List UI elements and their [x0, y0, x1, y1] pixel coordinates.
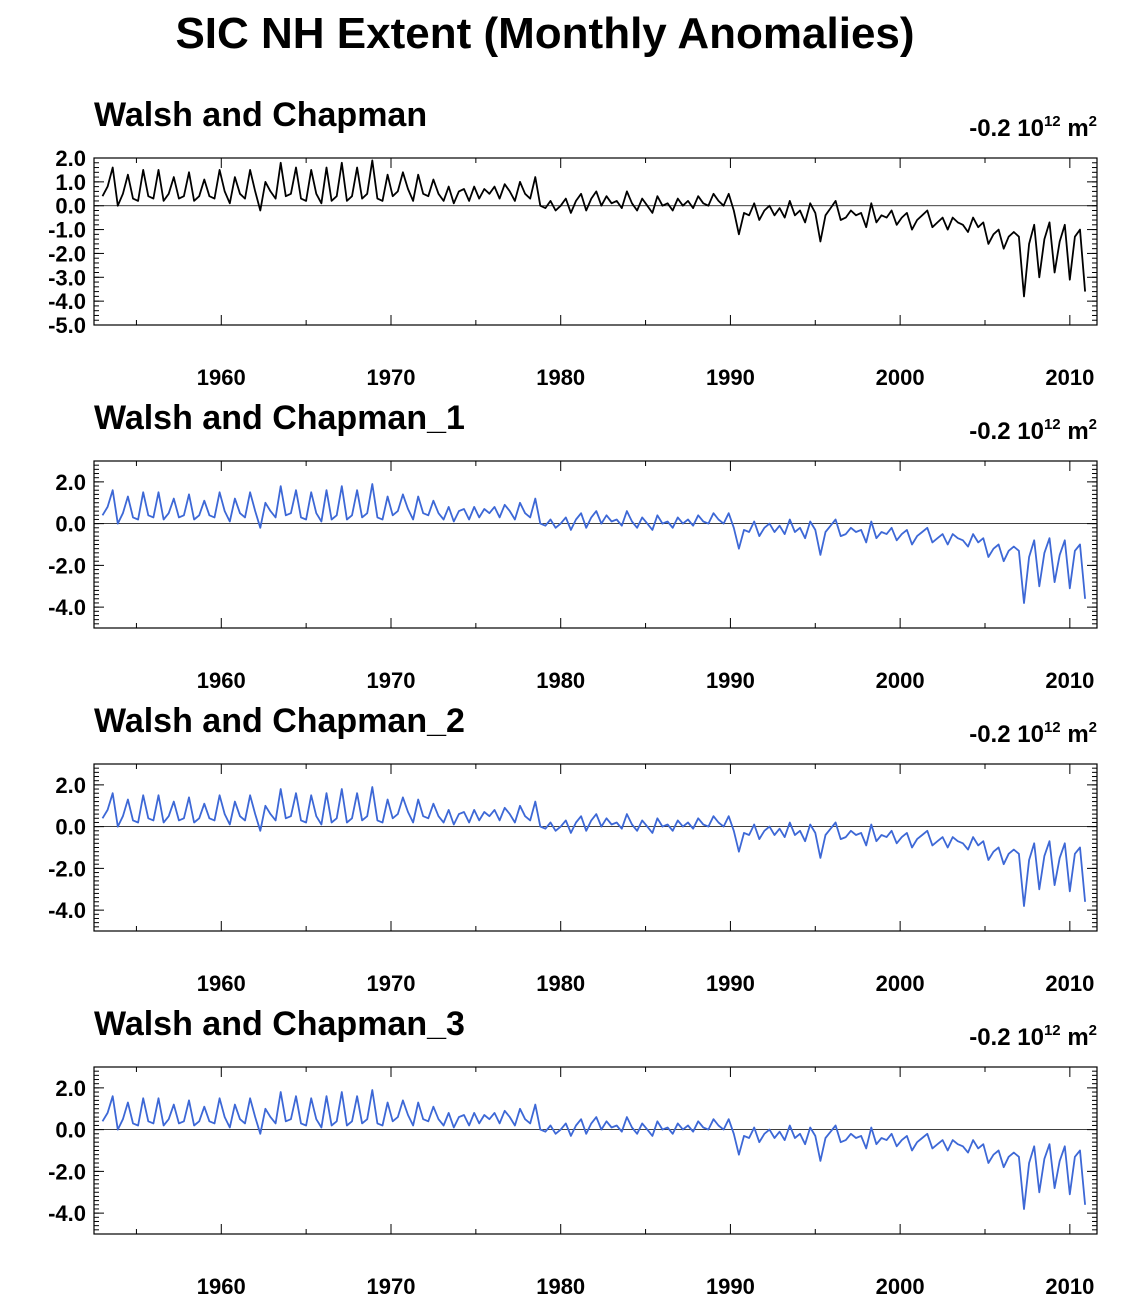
x-tick-label: 2010	[1045, 365, 1094, 390]
x-tick-label: 1990	[706, 668, 755, 693]
panel-title: Walsh and Chapman_3	[94, 1005, 465, 1043]
anomaly-series-line	[101, 159, 1086, 298]
plot-frame	[93, 763, 1098, 932]
x-tick-label: 2000	[876, 1274, 925, 1299]
x-tick-label: 1990	[706, 971, 755, 996]
anomaly-series-line	[101, 786, 1086, 907]
plot-frame	[93, 1066, 1098, 1235]
figure-title: SIC NH Extent (Monthly Anomalies)	[175, 9, 914, 58]
y-tick-label: -3.0	[48, 265, 86, 290]
panel-2: Walsh and Chapman_1 -0.2 1012 m2 2.0 0.0 -2.…	[48, 399, 1098, 693]
x-tick-label: 1980	[536, 365, 585, 390]
anomaly-series-line	[101, 1089, 1086, 1210]
x-tick-label: 1970	[367, 1274, 416, 1299]
y-tick-label: -2.0	[48, 856, 86, 881]
y-tick-label: -4.0	[48, 595, 86, 620]
y-tick-label: 0.0	[55, 1118, 86, 1143]
x-tick-label: 1970	[367, 668, 416, 693]
panel-title: Walsh and Chapman_1	[94, 399, 465, 437]
panels: Walsh and Chapman -0.2 1012 m22.01.00.0-1…	[48, 96, 1098, 1299]
x-tick-label: 1980	[536, 668, 585, 693]
panel-title: Walsh and Chapman	[94, 96, 427, 134]
trend-stat-label: -0.2 1012 m2	[969, 719, 1097, 748]
anomaly-series-line	[101, 483, 1086, 604]
plot-frame	[93, 460, 1098, 629]
x-tick-label: 1980	[536, 971, 585, 996]
x-tick-label: 1960	[197, 1274, 246, 1299]
x-tick-label: 2010	[1045, 1274, 1094, 1299]
y-tick-label: -5.0	[48, 313, 86, 338]
trend-stat-label: -0.2 1012 m2	[969, 416, 1097, 445]
panel-title: Walsh and Chapman_2	[94, 702, 465, 740]
panel-1: Walsh and Chapman -0.2 1012 m2 2.01.00.0-1…	[48, 96, 1098, 390]
x-tick-label: 2010	[1045, 971, 1094, 996]
x-tick-label: 1980	[536, 1274, 585, 1299]
y-tick-label: 2.0	[55, 1076, 86, 1101]
y-tick-label: -4.0	[48, 898, 86, 923]
x-tick-label: 1990	[706, 365, 755, 390]
x-tick-label: 1960	[197, 668, 246, 693]
y-tick-label: -4.0	[48, 1201, 86, 1226]
y-tick-label: -2.0	[48, 241, 86, 266]
plot-frame	[93, 157, 1098, 326]
trend-stat-label: -0.2 1012 m2	[969, 1022, 1097, 1051]
y-tick-label: 0.0	[55, 194, 86, 219]
x-tick-label: 2000	[876, 668, 925, 693]
x-tick-label: 2000	[876, 971, 925, 996]
y-tick-label: 2.0	[55, 470, 86, 495]
y-tick-label: -4.0	[48, 289, 86, 314]
y-tick-label: 0.0	[55, 512, 86, 537]
panel-3: Walsh and Chapman_2 -0.2 1012 m2 2.0 0.0 -2.…	[48, 702, 1098, 996]
x-tick-label: 2010	[1045, 668, 1094, 693]
x-tick-label: 2000	[876, 365, 925, 390]
x-tick-label: 1970	[367, 365, 416, 390]
x-tick-label: 1990	[706, 1274, 755, 1299]
x-tick-label: 1960	[197, 971, 246, 996]
y-tick-label: -1.0	[48, 218, 86, 243]
y-tick-label: -2.0	[48, 1159, 86, 1184]
y-tick-label: 2.0	[55, 146, 86, 171]
x-tick-label: 1960	[197, 365, 246, 390]
y-tick-label: -2.0	[48, 553, 86, 578]
y-tick-label: 2.0	[55, 773, 86, 798]
y-tick-label: 0.0	[55, 815, 86, 840]
x-tick-label: 1970	[367, 971, 416, 996]
trend-stat-label: -0.2 1012 m2	[969, 113, 1097, 142]
y-tick-label: 1.0	[55, 170, 86, 195]
panel-4: Walsh and Chapman_3 -0.2 1012 m2 2.0 0.0 -2.…	[48, 1005, 1098, 1299]
